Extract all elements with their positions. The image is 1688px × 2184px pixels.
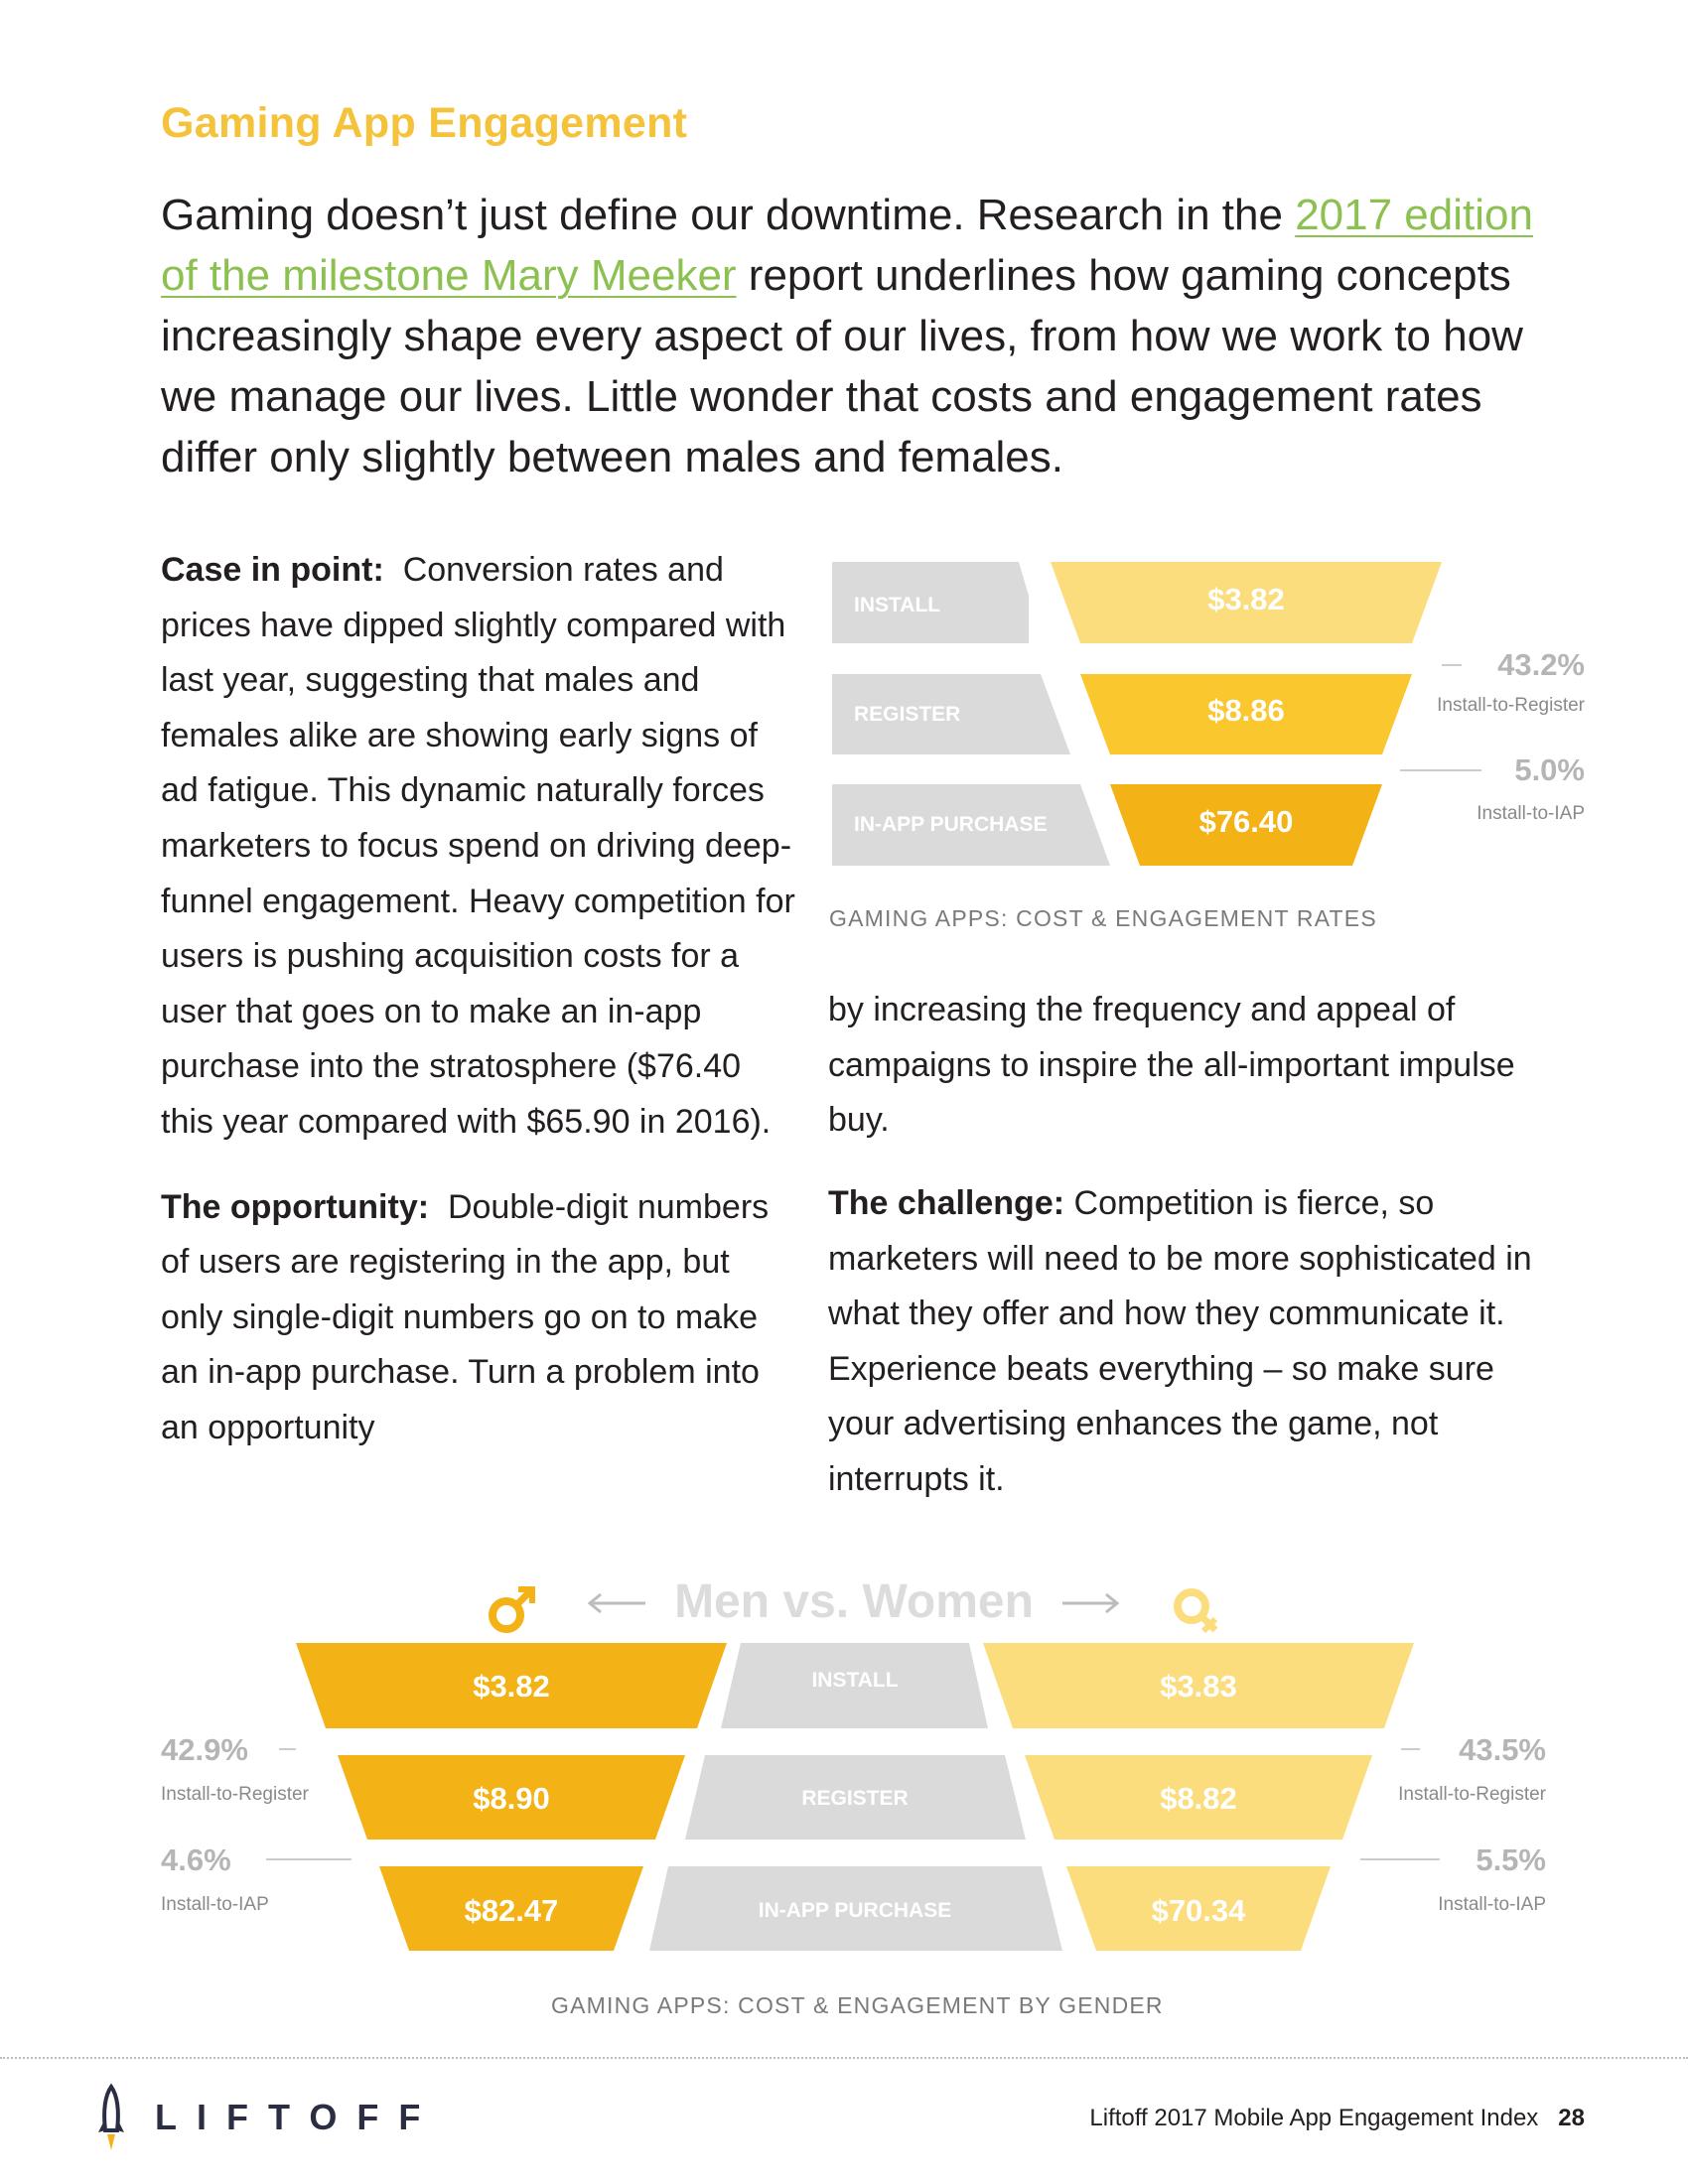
cost-engagement-funnel-chart: $3.82 $8.86 $76.40 INSTALL REGISTER IN-APP… — [832, 562, 1586, 866]
men-rate-label-register: Install-to-Register — [161, 1784, 310, 1805]
funnel-value-iap: $76.40 — [1199, 804, 1294, 839]
opportunity-paragraph: The opportunity: Double-digit numbers of… — [161, 1180, 796, 1456]
section-title: Gaming App Engagement — [161, 99, 688, 147]
footer-divider — [0, 2057, 1688, 2059]
women-rate-value-iap: 5.5% — [1476, 1843, 1546, 1877]
stage-band-register — [832, 674, 1070, 754]
footer-report-info: Liftoff 2017 Mobile App Engagement Index… — [1089, 2105, 1585, 2132]
rate-label-register: Install-to-Register — [1437, 695, 1586, 716]
right-arrow-icon — [1062, 1592, 1120, 1614]
women-funnel-value-iap: $70.34 — [1152, 1893, 1247, 1928]
center-band-register — [685, 1755, 1026, 1840]
stage-band-iap — [832, 784, 1110, 866]
right-column-continuation: by increasing the frequency and appeal o… — [828, 991, 1515, 1140]
case-in-point-text: Conversion rates and prices have dipped … — [161, 551, 795, 1141]
intro-paragraph: Gaming doesn’t just define our downtime.… — [161, 185, 1551, 487]
case-in-point-label: Case in point: — [161, 551, 384, 589]
intro-text-end: report underlines how gaming concepts in… — [161, 251, 1523, 481]
stage-label-register: REGISTER — [854, 703, 960, 726]
women-rate-label-register: Install-to-Register — [1398, 1784, 1547, 1805]
report-name: Liftoff 2017 Mobile App Engagement Index — [1089, 2105, 1539, 2131]
case-in-point-paragraph: Case in point: Conversion rates and pric… — [161, 543, 796, 1151]
right-column: The challenge: Competition is fierce, so… — [828, 1176, 1563, 1508]
rate-value-register: 43.2% — [1497, 647, 1585, 682]
mary-meeker-report-link[interactable]: 2017 edition of the milestone Mary Meeke… — [161, 191, 1533, 300]
male-symbol-icon — [489, 1586, 535, 1633]
funnel-value-register: $8.86 — [1207, 693, 1285, 728]
stage-label-install: INSTALL — [811, 1669, 898, 1692]
funnel-bar-register — [1080, 674, 1412, 754]
intro-text-start: Gaming doesn’t just define our downtime.… — [161, 191, 1296, 239]
men-funnel-value-register: $8.90 — [473, 1781, 550, 1816]
challenge-label: The challenge: — [828, 1184, 1065, 1222]
challenge-paragraph: The challenge: Competition is fierce, so… — [828, 1176, 1563, 1508]
women-funnel-bar-install — [983, 1643, 1414, 1728]
funnel-bar-iap — [1110, 784, 1382, 866]
chart-caption-by-gender: GAMING APPS: COST & ENGAGEMENT BY GENDER — [551, 1992, 1164, 2018]
stage-label-iap: IN-APP PURCHASE — [759, 1899, 951, 1922]
women-funnel-value-register: $8.82 — [1160, 1781, 1237, 1816]
rate-label-iap: Install-to-IAP — [1477, 803, 1585, 824]
women-rate-label-iap: Install-to-IAP — [1438, 1894, 1546, 1915]
stage-label-iap: IN-APP PURCHASE — [854, 813, 1047, 836]
men-funnel-bar-iap — [379, 1866, 643, 1951]
funnel-bar-install — [1051, 562, 1442, 643]
men-rate-value-register: 42.9% — [161, 1732, 248, 1767]
men-rate-label-iap: Install-to-IAP — [161, 1894, 269, 1915]
left-column: Case in point: Conversion rates and pric… — [161, 543, 796, 1456]
funnel-value-install: $3.82 — [1207, 582, 1285, 616]
women-funnel-bar-iap — [1066, 1866, 1331, 1951]
left-arrow-icon — [587, 1592, 645, 1614]
stage-band-install — [832, 562, 1029, 643]
women-funnel-value-install: $3.83 — [1160, 1669, 1237, 1704]
women-rate-value-register: 43.5% — [1459, 1732, 1546, 1767]
challenge-text: Competition is fierce, so marketers will… — [828, 1184, 1532, 1498]
women-funnel-bar-register — [1025, 1755, 1372, 1840]
chart-caption-cost-engagement: GAMING APPS: COST & ENGAGEMENT RATES — [829, 905, 1377, 931]
female-symbol-icon — [1174, 1588, 1218, 1634]
opportunity-label: The opportunity: — [161, 1187, 430, 1226]
men-funnel-value-install: $3.82 — [473, 1669, 550, 1704]
center-band-install — [721, 1643, 988, 1728]
stage-label-register: REGISTER — [801, 1787, 908, 1810]
men-vs-women-heading: Men vs. Women — [674, 1575, 1034, 1628]
logo-wordmark: LIFTOFF — [155, 2097, 423, 2137]
opportunity-text: Double-digit numbers of users are regist… — [161, 1187, 770, 1446]
men-funnel-bar-install — [296, 1643, 727, 1728]
page-number: 28 — [1558, 2105, 1585, 2131]
rocket-icon — [98, 2083, 124, 2150]
men-funnel-value-iap: $82.47 — [465, 1893, 559, 1928]
gender-funnel-chart: Men vs. Women $3.82 $8.90 $82.47 INSTALL R… — [161, 1575, 1547, 1951]
men-funnel-bar-register — [338, 1755, 685, 1840]
center-band-iap — [649, 1866, 1062, 1951]
men-rate-value-iap: 4.6% — [161, 1843, 231, 1877]
rate-value-iap: 5.0% — [1514, 752, 1585, 787]
liftoff-logo[interactable]: LIFTOFF — [95, 2083, 423, 2152]
stage-label-install: INSTALL — [854, 594, 940, 616]
